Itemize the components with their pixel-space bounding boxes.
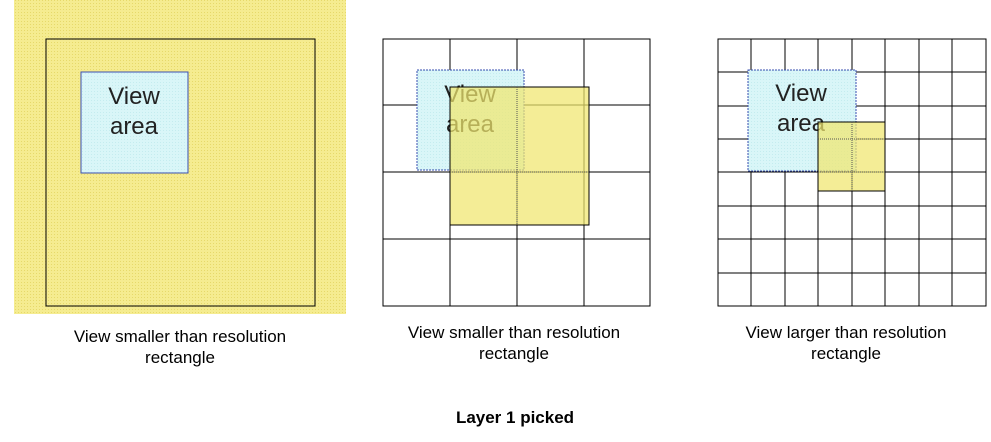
caption-line2: rectangle	[811, 344, 881, 363]
panel-1-caption: View smaller than resolution rectangle	[40, 326, 320, 368]
panel-1: View area	[14, 0, 346, 314]
panel-2-caption: View smaller than resolution rectangle	[374, 322, 654, 364]
view-area-label-line2: area	[110, 113, 159, 140]
caption-line1: View larger than resolution	[745, 323, 947, 342]
view-area	[80, 71, 189, 174]
resolution-rectangle	[45, 38, 316, 307]
figure-caption: Layer 1 picked	[455, 408, 575, 427]
view-area-label-line1: View	[775, 80, 827, 107]
panel-3-caption: View larger than resolution rectangle	[706, 322, 986, 364]
panel-3: View area	[717, 38, 987, 307]
picked-tile-inner-lines	[818, 122, 885, 191]
caption-line2: rectangle	[145, 348, 215, 367]
picked-tile-inner-lines	[450, 87, 589, 225]
caption-line1: View smaller than resolution	[407, 323, 621, 342]
view-area-label-line1: View	[108, 83, 160, 110]
caption-line2: rectangle	[479, 344, 549, 363]
picked-tile	[449, 86, 590, 226]
panel-2: View area	[382, 38, 651, 307]
caption-line1: View smaller than resolution	[73, 327, 287, 346]
